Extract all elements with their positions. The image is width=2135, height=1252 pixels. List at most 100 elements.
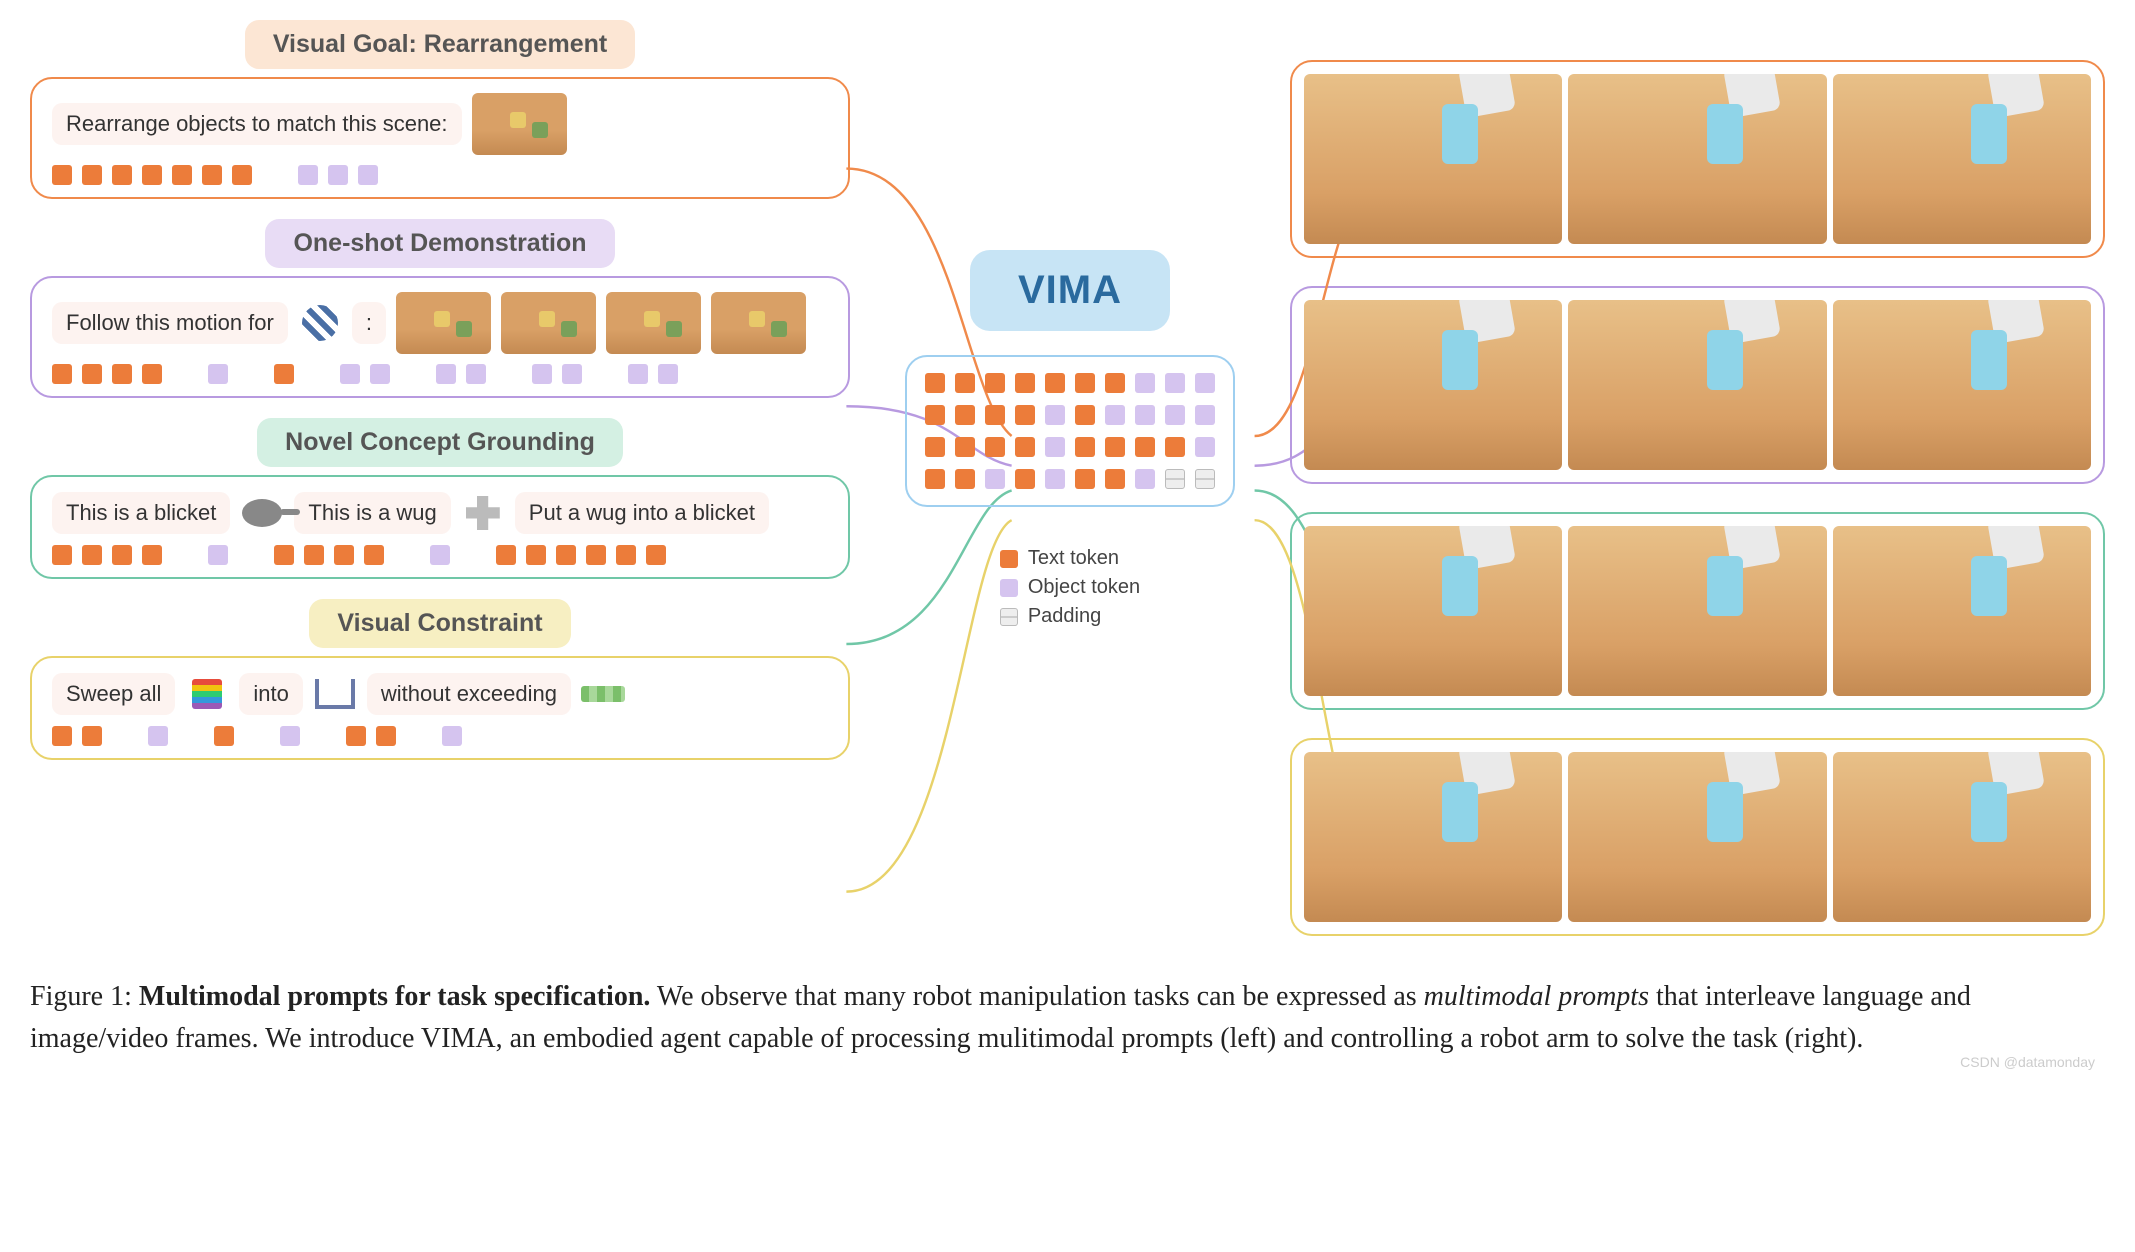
text-token bbox=[52, 726, 72, 746]
text-token bbox=[496, 545, 516, 565]
caption-italic: multimodal prompts bbox=[1424, 981, 1649, 1012]
robot-frame bbox=[1304, 300, 1562, 470]
legend-label: Text token bbox=[1028, 547, 1119, 570]
rainbow-icon bbox=[185, 672, 229, 716]
section-title: Novel Concept Grounding bbox=[257, 418, 623, 467]
padding-token bbox=[1195, 469, 1215, 489]
padding-token bbox=[1165, 469, 1185, 489]
object-token bbox=[1045, 405, 1065, 425]
robot-arm-icon bbox=[1707, 526, 1797, 626]
robot-frame bbox=[1568, 752, 1826, 922]
scene-thumbnail bbox=[711, 292, 806, 354]
text-token bbox=[376, 726, 396, 746]
object-token bbox=[436, 364, 456, 384]
object-token bbox=[340, 364, 360, 384]
legend-item: Padding bbox=[1000, 605, 1140, 628]
token-row bbox=[925, 405, 1215, 425]
output-box bbox=[1290, 286, 2105, 484]
legend-item: Text token bbox=[1000, 547, 1140, 570]
prompt-box: This is a blicketThis is a wugPut a wug … bbox=[30, 475, 850, 579]
text-token bbox=[112, 545, 132, 565]
figure-wrap: Visual Goal: RearrangementRearrange obje… bbox=[30, 20, 2105, 1060]
text-token bbox=[172, 165, 192, 185]
text-token bbox=[52, 165, 72, 185]
robot-frame bbox=[1304, 526, 1562, 696]
legend-swatch bbox=[1000, 579, 1018, 597]
prompt-box: Follow this motion for: bbox=[30, 276, 850, 398]
text-token bbox=[1075, 437, 1095, 457]
text-token bbox=[1105, 373, 1125, 393]
object-token bbox=[628, 364, 648, 384]
text-token bbox=[1015, 437, 1035, 457]
object-token bbox=[328, 165, 348, 185]
prompt-row: This is a blicketThis is a wugPut a wug … bbox=[52, 491, 828, 535]
text-token bbox=[112, 364, 132, 384]
section-title: Visual Constraint bbox=[309, 599, 570, 648]
prompt-box: Rearrange objects to match this scene: bbox=[30, 77, 850, 199]
text-token bbox=[274, 364, 294, 384]
text-token bbox=[82, 165, 102, 185]
object-token bbox=[1135, 469, 1155, 489]
prompt-text: : bbox=[352, 302, 386, 344]
scene-thumbnail bbox=[396, 292, 491, 354]
bracket-icon bbox=[313, 672, 357, 716]
text-token bbox=[1015, 373, 1035, 393]
object-token bbox=[1135, 373, 1155, 393]
object-token bbox=[1105, 405, 1125, 425]
object-token bbox=[208, 545, 228, 565]
legend: Text token Object token Padding bbox=[1000, 547, 1140, 634]
legend-swatch bbox=[1000, 550, 1018, 568]
robot-frame bbox=[1304, 74, 1562, 244]
object-token bbox=[562, 364, 582, 384]
object-token bbox=[1165, 373, 1185, 393]
text-token bbox=[52, 545, 72, 565]
token-row bbox=[52, 726, 828, 746]
robot-arm-icon bbox=[1971, 74, 2061, 174]
text-token bbox=[925, 469, 945, 489]
text-token bbox=[1075, 469, 1095, 489]
object-token bbox=[466, 364, 486, 384]
text-token bbox=[1075, 373, 1095, 393]
robot-arm-icon bbox=[1442, 300, 1532, 400]
prompt-text: Put a wug into a blicket bbox=[515, 492, 769, 534]
scene-thumbnail bbox=[472, 93, 567, 155]
robot-arm-icon bbox=[1971, 526, 2061, 626]
caption-fig-label: Figure 1: bbox=[30, 981, 132, 1012]
text-token bbox=[82, 545, 102, 565]
token-row bbox=[925, 437, 1215, 457]
text-token bbox=[334, 545, 354, 565]
text-token bbox=[346, 726, 366, 746]
prompt-box: Sweep allintowithout exceeding bbox=[30, 656, 850, 760]
text-token bbox=[556, 545, 576, 565]
text-token bbox=[214, 726, 234, 746]
robot-arm-icon bbox=[1442, 752, 1532, 852]
figure-columns: Visual Goal: RearrangementRearrange obje… bbox=[30, 20, 2105, 936]
robot-arm-icon bbox=[1707, 752, 1797, 852]
legend-label: Object token bbox=[1028, 576, 1140, 599]
robot-frame bbox=[1568, 526, 1826, 696]
object-token bbox=[1165, 405, 1185, 425]
model-badge: VIMA bbox=[970, 250, 1170, 331]
text-token bbox=[142, 165, 162, 185]
center-column: VIMA Text token Object token Padding bbox=[890, 20, 1250, 634]
cross-icon bbox=[461, 491, 505, 535]
text-token bbox=[955, 437, 975, 457]
text-token bbox=[1015, 405, 1035, 425]
output-box bbox=[1290, 60, 2105, 258]
legend-item: Object token bbox=[1000, 576, 1140, 599]
section-title: One-shot Demonstration bbox=[265, 219, 614, 268]
prompt-text: This is a wug bbox=[294, 492, 450, 534]
text-token bbox=[985, 405, 1005, 425]
text-token bbox=[52, 364, 72, 384]
text-token bbox=[1015, 469, 1035, 489]
object-token bbox=[208, 364, 228, 384]
object-token bbox=[658, 364, 678, 384]
robot-frame bbox=[1304, 752, 1562, 922]
text-token bbox=[586, 545, 606, 565]
prompt-row: Rearrange objects to match this scene: bbox=[52, 93, 828, 155]
ball-icon bbox=[298, 301, 342, 345]
text-token bbox=[1135, 437, 1155, 457]
prompts-column: Visual Goal: RearrangementRearrange obje… bbox=[30, 20, 850, 760]
text-token bbox=[925, 437, 945, 457]
text-token bbox=[202, 165, 222, 185]
